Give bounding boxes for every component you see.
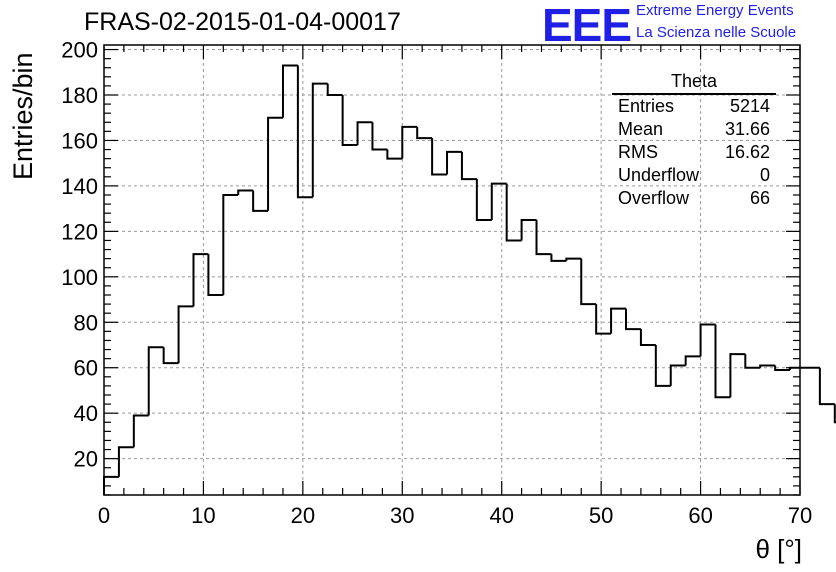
- stats-value: 66: [749, 188, 770, 208]
- histogram-bin: [311, 82, 328, 198]
- stats-label: Mean: [618, 119, 664, 139]
- histogram-bin: [565, 257, 582, 261]
- histogram-bin: [386, 149, 403, 160]
- stats-row-overflow: Overflow 66: [612, 187, 776, 210]
- histogram-bin: [431, 138, 448, 176]
- grid-lines: [104, 45, 800, 495]
- y-axis-label: Entries/bin: [8, 52, 38, 180]
- histogram-bin: [505, 183, 522, 242]
- plot-frame: [103, 44, 801, 496]
- histogram-bin: [326, 83, 343, 96]
- stats-row-underflow: Underflow 0: [612, 164, 776, 187]
- x-axis-label: θ [°]: [755, 534, 802, 564]
- stats-label: Entries: [618, 96, 675, 116]
- y-tick-label: 20: [74, 447, 98, 472]
- histogram-bin: [401, 125, 418, 159]
- histogram-bin: [714, 324, 731, 399]
- histogram-bin: [177, 305, 194, 364]
- y-tick-label: 80: [74, 310, 98, 335]
- axes: [103, 44, 801, 496]
- x-tick-label: 50: [589, 503, 613, 528]
- histogram-bin: [446, 150, 462, 175]
- y-tick-label: 140: [61, 174, 98, 199]
- histogram-bin: [296, 65, 313, 199]
- y-tick-label: 200: [61, 38, 98, 63]
- histogram-bin: [207, 254, 224, 296]
- stats-title: Theta: [612, 70, 776, 95]
- eee-logo: EEE: [542, 0, 632, 51]
- stats-box: Theta Entries 5214 Mean 31.66 RMS 16.62 …: [612, 70, 776, 210]
- stats-value: 5214: [729, 96, 770, 116]
- logo-line-2: La Scienza nelle Scuole: [636, 24, 797, 41]
- histogram-bin: [147, 346, 164, 416]
- logo-line-1: Extreme Energy Events: [636, 2, 794, 19]
- histogram-bins: [103, 64, 836, 495]
- x-tick-label: 70: [788, 503, 812, 528]
- x-tick-label: 60: [688, 503, 712, 528]
- histogram-bin: [341, 95, 358, 146]
- histogram-bin: [625, 308, 641, 331]
- histogram-bin: [267, 116, 283, 211]
- histogram-bin: [117, 446, 134, 477]
- chart-title: FRAS-02-2015-01-04-00017: [84, 8, 401, 36]
- histogram-bin: [669, 364, 686, 386]
- histogram-bin: [774, 365, 791, 371]
- x-tick-label: 10: [191, 503, 215, 528]
- x-tick-label: 30: [390, 503, 414, 528]
- stats-row-mean: Mean 31.66: [612, 118, 776, 141]
- y-tick-label: 100: [61, 265, 98, 290]
- histogram-bin: [252, 190, 269, 212]
- histogram-bin: [475, 179, 492, 221]
- histogram-bin: [535, 220, 552, 256]
- histogram-bin: [222, 194, 239, 295]
- histogram-bin: [371, 122, 388, 151]
- histogram-bin: [610, 307, 626, 334]
- histogram-bin: [356, 121, 373, 145]
- histogram-bin: [684, 355, 701, 366]
- histogram-bin: [192, 253, 209, 307]
- stats-label: Underflow: [618, 165, 700, 185]
- histogram-bin: [699, 323, 716, 357]
- stats-value: 0: [759, 165, 770, 185]
- histogram-bin: [759, 364, 776, 368]
- y-tick-label: 120: [61, 219, 98, 244]
- stats-value: 16.62: [724, 142, 770, 162]
- y-tick-label: 60: [74, 356, 98, 381]
- x-tick-label: 20: [291, 503, 315, 528]
- histogram-bin: [833, 404, 836, 424]
- histogram-bin: [520, 219, 537, 241]
- histogram-bin: [162, 347, 179, 365]
- histogram-bin: [132, 414, 149, 448]
- y-tick-label: 40: [74, 401, 98, 426]
- x-tick-label: 0: [98, 503, 110, 528]
- stats-value: 31.66: [724, 119, 770, 139]
- histogram-bin: [744, 354, 761, 369]
- histogram-bin: [580, 258, 597, 306]
- histogram-bin: [550, 254, 567, 262]
- histogram-bin: [416, 126, 433, 140]
- y-tick-label: 180: [61, 83, 98, 108]
- histogram-bin: [729, 353, 746, 398]
- y-tick-label: 160: [61, 128, 98, 153]
- stats-label: RMS: [618, 142, 658, 162]
- stats-row-entries: Entries 5214: [612, 95, 776, 118]
- histogram-bin: [595, 304, 612, 335]
- histogram-bin: [639, 329, 656, 346]
- histogram-bin: [818, 367, 835, 406]
- histogram-bin: [237, 189, 254, 195]
- stats-row-rms: RMS 16.62: [612, 141, 776, 164]
- stats-label: Overflow: [618, 188, 690, 208]
- histogram-bin: [490, 182, 507, 220]
- histogram-bin: [460, 151, 477, 181]
- histogram-bin: [654, 345, 671, 387]
- x-tick-label: 40: [489, 503, 513, 528]
- tick-labels: 0 10 20 30 40 50 60 70 20 40 60 80 100 120 140 160 180 20…: [61, 38, 812, 528]
- histogram-bin: [281, 64, 298, 118]
